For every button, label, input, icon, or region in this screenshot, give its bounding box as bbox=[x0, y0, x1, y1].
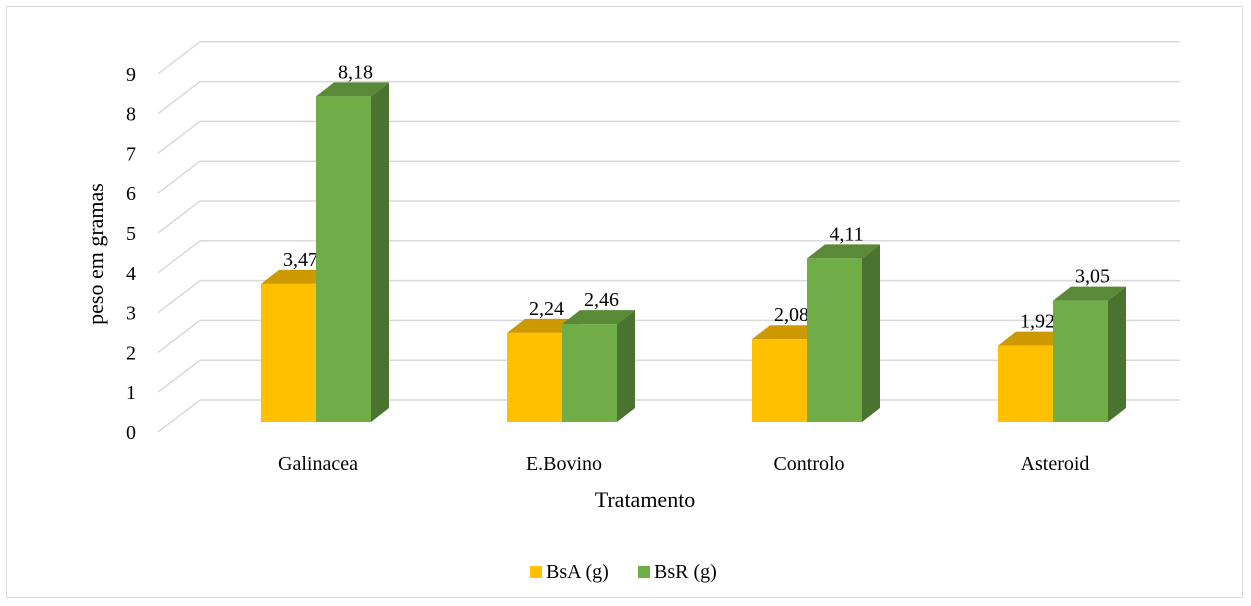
bar-front bbox=[261, 283, 316, 422]
bars: 3,47 8,18 2,24 2,46 2,08 4,11 1,92 3,05 bbox=[261, 61, 1126, 422]
bar-front bbox=[316, 96, 371, 422]
bar-top bbox=[507, 318, 580, 333]
data-label: 8,18 bbox=[338, 61, 373, 83]
legend-label: BsA (g) bbox=[546, 561, 609, 583]
y-tick-label: 6 bbox=[126, 183, 136, 205]
chart-frame bbox=[6, 6, 1243, 598]
grid-line-diagonal bbox=[157, 120, 201, 154]
data-label: 2,08 bbox=[774, 304, 809, 326]
bar-top bbox=[562, 310, 635, 325]
bar-front bbox=[998, 345, 1053, 422]
x-axis-categories: Galinacea E.Bovino Controlo Asteroid bbox=[278, 453, 1089, 475]
bar-side bbox=[862, 244, 880, 422]
y-tick-label: 3 bbox=[126, 303, 136, 325]
bar-top bbox=[998, 331, 1071, 346]
category-label: Galinacea bbox=[278, 453, 358, 475]
y-tick-label: 0 bbox=[126, 422, 136, 444]
data-label: 2,46 bbox=[584, 289, 619, 311]
legend-swatch bbox=[638, 566, 650, 578]
data-label: 2,24 bbox=[529, 298, 564, 320]
y-tick-label: 5 bbox=[126, 223, 136, 245]
bar-top bbox=[807, 244, 880, 259]
data-label: 3,05 bbox=[1075, 266, 1110, 288]
x-axis-title: Tratamento bbox=[595, 487, 696, 512]
y-tick-label: 4 bbox=[126, 263, 136, 285]
data-label: 1,92 bbox=[1020, 311, 1055, 333]
bar-bsr bbox=[316, 82, 389, 422]
category-label: Controlo bbox=[773, 453, 844, 475]
bar-bsr bbox=[1053, 286, 1126, 422]
y-axis-ticks: 0 1 2 3 4 5 6 7 8 9 bbox=[126, 64, 136, 444]
grid-line-diagonal bbox=[157, 319, 201, 353]
bar-front bbox=[507, 332, 562, 422]
bar-top bbox=[1053, 286, 1126, 301]
category-label: E.Bovino bbox=[526, 453, 602, 475]
grid-line-diagonal bbox=[157, 359, 201, 393]
data-label: 3,47 bbox=[283, 249, 318, 271]
bar-front bbox=[752, 339, 807, 422]
y-axis-title: peso em gramas bbox=[83, 183, 108, 325]
legend-swatch bbox=[530, 566, 542, 578]
y-tick-label: 8 bbox=[126, 104, 136, 126]
bar-top bbox=[752, 325, 825, 340]
bar-front bbox=[807, 258, 862, 422]
legend-label: BsR (g) bbox=[654, 561, 717, 583]
y-tick-label: 2 bbox=[126, 342, 136, 364]
grid-line-diagonal bbox=[157, 240, 201, 274]
legend: BsA (g) BsR (g) bbox=[530, 561, 717, 583]
grid-line-diagonal bbox=[157, 81, 201, 115]
category-label: Asteroid bbox=[1021, 453, 1090, 475]
bar-top bbox=[261, 269, 334, 284]
y-tick-label: 1 bbox=[126, 382, 136, 404]
bar-front bbox=[1053, 300, 1108, 422]
bar-bsr bbox=[807, 244, 880, 422]
grid-line-diagonal bbox=[157, 399, 201, 433]
y-tick-label: 9 bbox=[126, 64, 136, 86]
bar-side bbox=[617, 310, 635, 422]
grid-line-diagonal bbox=[157, 41, 201, 75]
data-label: 4,11 bbox=[829, 223, 863, 245]
y-tick-label: 7 bbox=[126, 143, 136, 165]
bar-bsr bbox=[562, 310, 635, 422]
grid-line-diagonal bbox=[157, 200, 201, 234]
grid-line-diagonal bbox=[157, 160, 201, 194]
bar-front bbox=[562, 324, 617, 422]
bar-side bbox=[1108, 286, 1126, 422]
grid-line-diagonal bbox=[157, 280, 201, 314]
bar-top bbox=[316, 82, 389, 97]
bar-side bbox=[371, 82, 389, 422]
